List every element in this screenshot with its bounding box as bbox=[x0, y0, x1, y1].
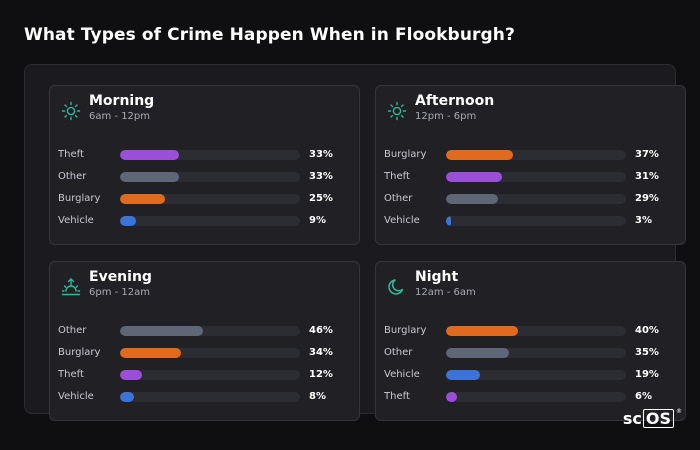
crime-row: Theft 12% bbox=[50, 368, 359, 390]
bar-fill bbox=[120, 216, 137, 226]
crime-row: Other 33% bbox=[50, 170, 359, 192]
bar-fill bbox=[446, 348, 509, 358]
crime-percent: 33% bbox=[309, 149, 333, 160]
bar-track bbox=[120, 348, 300, 358]
crime-percent: 6% bbox=[635, 391, 652, 402]
crime-row: Burglary 37% bbox=[376, 148, 685, 170]
crime-row: Theft 33% bbox=[50, 148, 359, 170]
card-morning: Morning 6am - 12pm Theft 33% Other 33% Burgl… bbox=[49, 85, 360, 245]
crime-type-label: Burglary bbox=[58, 347, 101, 358]
crime-row: Theft 6% bbox=[376, 390, 685, 412]
sunset-icon bbox=[61, 277, 81, 297]
card-time-range: 12am - 6am bbox=[415, 287, 476, 298]
crime-type-label: Burglary bbox=[384, 149, 427, 160]
bar-fill bbox=[120, 194, 165, 204]
crime-row: Vehicle 19% bbox=[376, 368, 685, 390]
bar-track bbox=[446, 392, 626, 402]
bar-fill bbox=[446, 392, 457, 402]
card-time-range: 6am - 12pm bbox=[89, 111, 151, 122]
card-time-range: 12pm - 6pm bbox=[415, 111, 477, 122]
crime-type-label: Other bbox=[58, 325, 87, 336]
card-title: Morning bbox=[89, 93, 155, 109]
crime-percent: 31% bbox=[635, 171, 659, 182]
page-title: What Types of Crime Happen When in Flook… bbox=[24, 25, 515, 45]
bar-fill bbox=[446, 150, 513, 160]
crime-type-label: Burglary bbox=[58, 193, 101, 204]
crime-percent: 29% bbox=[635, 193, 659, 204]
crime-percent: 3% bbox=[635, 215, 652, 226]
crime-type-label: Vehicle bbox=[58, 215, 94, 226]
crime-percent: 25% bbox=[309, 193, 333, 204]
bar-track bbox=[120, 194, 300, 204]
crime-row: Vehicle 9% bbox=[50, 214, 359, 236]
crime-row: Burglary 34% bbox=[50, 346, 359, 368]
bar-track bbox=[446, 194, 626, 204]
bar-track bbox=[446, 150, 626, 160]
sun-icon bbox=[387, 101, 407, 121]
bar-fill bbox=[120, 172, 180, 182]
card-title: Night bbox=[415, 269, 459, 285]
card-afternoon: Afternoon 12pm - 6pm Burglary 37% Theft 31%… bbox=[375, 85, 686, 245]
bar-fill bbox=[446, 172, 502, 182]
card-evening: Evening 6pm - 12am Other 46% Burglary 34% Th… bbox=[49, 261, 360, 421]
card-night: Night 12am - 6am Burglary 40% Other 35% Vehi… bbox=[375, 261, 686, 421]
card-title: Afternoon bbox=[415, 93, 495, 109]
crime-type-label: Other bbox=[58, 171, 87, 182]
bar-track bbox=[120, 150, 300, 160]
bar-track bbox=[120, 326, 300, 336]
crime-percent: 40% bbox=[635, 325, 659, 336]
bar-fill bbox=[446, 370, 481, 380]
bar-fill bbox=[120, 370, 142, 380]
bar-track bbox=[120, 216, 300, 226]
crime-type-label: Vehicle bbox=[58, 391, 94, 402]
bar-track bbox=[446, 216, 626, 226]
moon-icon bbox=[387, 277, 407, 297]
crime-type-label: Theft bbox=[58, 369, 84, 380]
crime-percent: 12% bbox=[309, 369, 333, 380]
crime-percent: 34% bbox=[309, 347, 333, 358]
crime-row: Other 46% bbox=[50, 324, 359, 346]
card-time-range: 6pm - 12am bbox=[89, 287, 151, 298]
bar-fill bbox=[446, 326, 518, 336]
brand-logo: sc OS ® bbox=[622, 408, 682, 428]
crime-percent: 46% bbox=[309, 325, 333, 336]
sun-icon bbox=[61, 101, 81, 121]
crime-row: Burglary 25% bbox=[50, 192, 359, 214]
crime-type-label: Theft bbox=[58, 149, 84, 160]
crime-percent: 35% bbox=[635, 347, 659, 358]
bar-track bbox=[446, 370, 626, 380]
crime-row: Theft 31% bbox=[376, 170, 685, 192]
bar-track bbox=[120, 172, 300, 182]
bar-track bbox=[446, 172, 626, 182]
crime-percent: 37% bbox=[635, 149, 659, 160]
crime-percent: 33% bbox=[309, 171, 333, 182]
crime-percent: 19% bbox=[635, 369, 659, 380]
crime-type-label: Other bbox=[384, 193, 413, 204]
crime-type-label: Other bbox=[384, 347, 413, 358]
crime-percent: 8% bbox=[309, 391, 326, 402]
crime-row: Other 35% bbox=[376, 346, 685, 368]
bar-track bbox=[446, 326, 626, 336]
crime-row: Vehicle 8% bbox=[50, 390, 359, 412]
bar-fill bbox=[446, 216, 452, 226]
crime-type-label: Theft bbox=[384, 391, 410, 402]
bar-fill bbox=[446, 194, 499, 204]
bar-fill bbox=[120, 150, 180, 160]
crime-percent: 9% bbox=[309, 215, 326, 226]
crime-row: Vehicle 3% bbox=[376, 214, 685, 236]
bar-fill bbox=[120, 326, 203, 336]
crime-type-label: Burglary bbox=[384, 325, 427, 336]
bar-fill bbox=[120, 392, 135, 402]
crime-row: Burglary 40% bbox=[376, 324, 685, 346]
crime-type-label: Vehicle bbox=[384, 215, 420, 226]
bar-track bbox=[120, 370, 300, 380]
bar-track bbox=[120, 392, 300, 402]
bar-fill bbox=[120, 348, 182, 358]
crime-type-label: Theft bbox=[384, 171, 410, 182]
crime-type-label: Vehicle bbox=[384, 369, 420, 380]
crime-row: Other 29% bbox=[376, 192, 685, 214]
bar-track bbox=[446, 348, 626, 358]
card-title: Evening bbox=[89, 269, 152, 285]
